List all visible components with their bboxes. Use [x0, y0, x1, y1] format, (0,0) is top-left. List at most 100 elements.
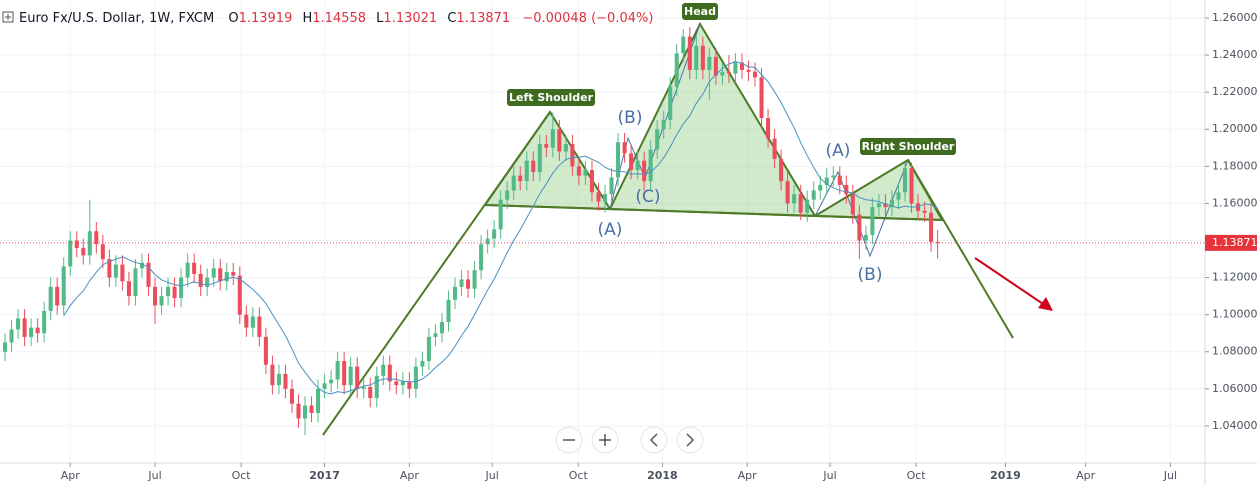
candle-body — [589, 170, 594, 193]
candle-body — [883, 203, 888, 208]
candle-body — [485, 238, 490, 245]
candle-body — [752, 71, 758, 78]
candle-body — [87, 231, 92, 256]
moving-average — [63, 61, 938, 395]
x-tick-label: Jul — [1163, 469, 1177, 482]
candle-body — [113, 264, 118, 278]
icon-stroke — [686, 433, 695, 447]
candle-body — [537, 144, 542, 172]
y-tick-label: 1.24000 — [1212, 48, 1257, 61]
candle-body — [146, 262, 151, 287]
candle-body — [498, 199, 503, 230]
candle-body — [661, 119, 666, 130]
candle-body — [876, 203, 881, 208]
candle-body — [896, 192, 901, 200]
candle-body — [329, 379, 334, 384]
x-tick-label: Apr — [400, 469, 420, 482]
close-value: 1.13871 — [456, 11, 510, 26]
candle-body — [811, 190, 816, 200]
change: −0.00048 (−0.04%) — [522, 11, 653, 26]
y-tick-label: 1.04000 — [1212, 419, 1257, 432]
head-and-shoulders-pattern — [322, 21, 1053, 436]
candle-body — [805, 199, 810, 213]
y-tick-label: 1.06000 — [1212, 382, 1257, 395]
candle-body — [935, 241, 940, 243]
x-tick-label: 2019 — [990, 469, 1021, 482]
low-value: 1.13021 — [383, 11, 437, 26]
candle-body — [681, 36, 686, 54]
candle-body — [302, 405, 308, 419]
candle-body — [224, 272, 229, 282]
candle-body — [889, 199, 894, 208]
open-value: 1.13919 — [239, 11, 293, 26]
candle-body — [452, 286, 458, 300]
badge — [860, 138, 956, 155]
candle-body — [270, 364, 275, 386]
candle-body — [244, 314, 249, 328]
candle-body — [283, 373, 288, 389]
candle-body — [739, 62, 744, 70]
candle-body — [713, 56, 718, 76]
candle-body — [479, 244, 484, 271]
candle-body — [309, 405, 314, 413]
candle-body — [772, 138, 777, 159]
x-tick-label: 2017 — [309, 469, 340, 482]
collapse-icon[interactable] — [2, 11, 14, 23]
y-tick-label: 1.26000 — [1212, 11, 1257, 24]
candle-body — [674, 53, 679, 87]
candle-body — [616, 142, 621, 178]
left-shoulder-label: Left Shoulder — [509, 91, 594, 104]
x-tick-label: Jul — [822, 469, 836, 482]
candle-body — [394, 381, 399, 386]
zoom-toolbar — [555, 426, 704, 454]
candle-body — [629, 153, 634, 171]
candle-body — [779, 158, 784, 182]
candle-body — [700, 45, 705, 70]
candle-body — [596, 192, 601, 202]
candle-body — [322, 383, 327, 389]
candle-body — [81, 247, 86, 256]
candle-body — [179, 277, 184, 298]
candle-body — [355, 366, 360, 389]
candle-body — [472, 270, 477, 289]
candle-body — [733, 62, 738, 74]
candle-body — [785, 181, 790, 204]
candle-body — [557, 129, 562, 152]
candle-body — [622, 142, 627, 154]
candle-body — [289, 388, 294, 404]
candle-body — [218, 268, 223, 282]
candle-body — [570, 144, 575, 167]
x-tick-label: Oct — [232, 469, 252, 482]
candle-body — [126, 281, 131, 297]
symbol: Euro Fx/U.S. Dollar, 1W, FXCM — [19, 11, 214, 26]
candle-body — [192, 262, 197, 274]
candle-body — [668, 86, 673, 120]
candle-body — [694, 45, 699, 70]
wave-label: (B) — [858, 265, 883, 285]
candle-body — [511, 175, 516, 191]
candle-body — [48, 286, 53, 311]
candle-body — [35, 327, 40, 334]
candle-body — [576, 166, 581, 176]
badge — [682, 3, 718, 20]
x-tick-label: Apr — [1076, 469, 1096, 482]
icon-stroke — [649, 433, 658, 447]
ohlc-letter: O — [228, 11, 238, 26]
candle-body — [531, 160, 536, 172]
x-tick-label: Oct — [907, 469, 927, 482]
candle-body — [433, 333, 438, 337]
candle-body — [9, 329, 14, 343]
scroll-left-button[interactable] — [640, 426, 668, 454]
candle-body — [172, 286, 177, 298]
wave-label: (B) — [618, 108, 643, 128]
candle-body — [22, 318, 27, 337]
scroll-right-button[interactable] — [676, 426, 704, 454]
candle-body — [74, 240, 79, 248]
candle-body — [655, 129, 660, 150]
candle-body — [824, 177, 829, 185]
candle-body — [29, 327, 34, 337]
candle-body — [922, 210, 927, 213]
candle-body — [492, 229, 497, 239]
